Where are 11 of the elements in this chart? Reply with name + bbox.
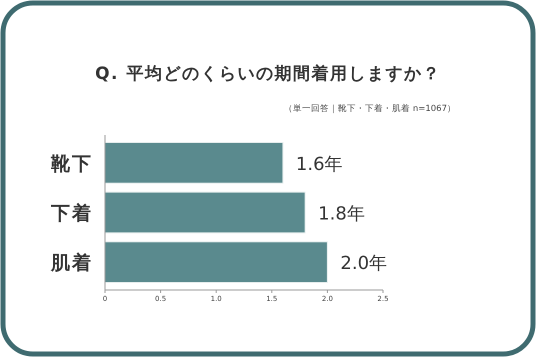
bar bbox=[104, 241, 328, 284]
chart-title: Q. 平均どのくらいの期間着用しますか？ bbox=[95, 64, 441, 84]
y-tick-label: 下着 bbox=[50, 202, 93, 224]
data-label: 1.6年 bbox=[296, 154, 343, 175]
chart-subtitle: （単一回答｜靴下・下着・肌着 n=1067） bbox=[284, 103, 456, 114]
data-label: 2.0年 bbox=[340, 253, 388, 274]
y-tick-label: 肌着 bbox=[50, 252, 93, 274]
y-tick-label: 靴下 bbox=[50, 152, 93, 175]
bar bbox=[104, 192, 306, 234]
data-label: 1.8年 bbox=[318, 204, 365, 224]
bar bbox=[104, 142, 284, 184]
